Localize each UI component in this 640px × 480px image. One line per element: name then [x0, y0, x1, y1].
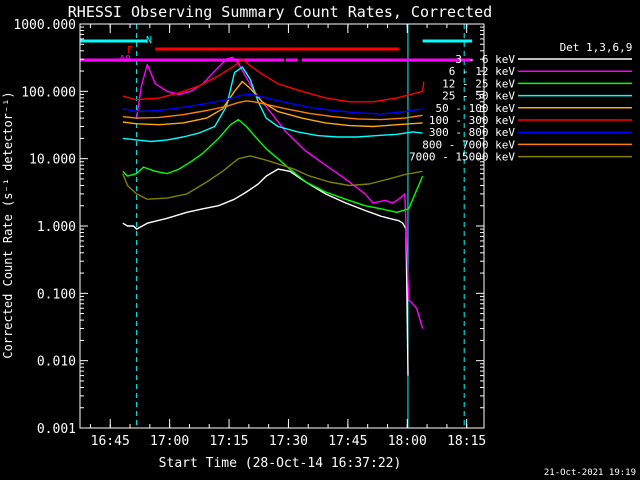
- x-tick-label-4: 17:45: [328, 434, 367, 449]
- legend-label-8: 7000 - 15000 keV: [409, 151, 515, 164]
- y-tick-label-1: 100.000: [21, 85, 76, 100]
- legend-label-4: 50 - 100 keV: [436, 102, 516, 115]
- legend-label-5: 100 - 300 keV: [429, 114, 515, 127]
- y-tick-label-5: 0.010: [37, 355, 76, 370]
- series-line-6: [122, 93, 423, 115]
- y-axis-label: Corrected Count Rate (s⁻¹ detector⁻¹): [1, 91, 15, 358]
- y-tick-label-0: 1000.000: [13, 18, 76, 33]
- legend-title: Det 1,3,6,9: [560, 41, 633, 54]
- flag-label-n: N: [146, 35, 152, 46]
- y-tick-label-2: 10.000: [29, 153, 76, 168]
- y-tick-label-4: 0.100: [37, 287, 76, 302]
- legend-label-1: 6 - 12 keV: [449, 65, 516, 78]
- series-line-5: [122, 58, 425, 103]
- series-line-3: [122, 66, 423, 143]
- flag-label-a0: A0: [119, 54, 131, 65]
- y-tick-label-6: 0.001: [37, 422, 76, 437]
- chart-title: RHESSI Observing Summary Count Rates, Co…: [68, 3, 492, 21]
- x-axis-label: Start Time (28-Oct-14 16:37:22): [159, 456, 402, 471]
- x-axis-ticks: 16:45 17:00 17:15 17:30 17:45 18:00 18:15: [89, 24, 486, 449]
- legend-label-0: 3 - 6 keV: [455, 53, 515, 66]
- x-tick-label-3: 17:30: [269, 434, 308, 449]
- footer-date: 21-Oct-2021 19:19: [544, 468, 636, 478]
- x-tick-label-1: 17:00: [150, 434, 189, 449]
- series-line-7: [122, 100, 423, 121]
- series-line-8: [122, 155, 423, 200]
- legend-label-3: 25 - 50 keV: [442, 90, 515, 103]
- x-tick-label-5: 18:00: [388, 434, 427, 449]
- legend-label-2: 12 - 25 keV: [442, 77, 515, 90]
- flag-label-f: F: [127, 45, 133, 56]
- series-line-0: [122, 168, 409, 376]
- series-line-2: [122, 118, 424, 214]
- plot-area: [79, 23, 485, 429]
- x-tick-label-6: 18:15: [447, 434, 486, 449]
- y-tick-label-3: 1.000: [37, 220, 76, 235]
- x-tick-label-0: 16:45: [91, 434, 130, 449]
- legend-label-7: 800 - 7000 keV: [422, 138, 515, 151]
- legend-label-6: 300 - 800 keV: [429, 126, 515, 139]
- y-axis-ticks: 1000.000 100.000 10.000 1.000 0.100 0.010 0.00…: [13, 18, 484, 437]
- series-line-4: [122, 80, 423, 128]
- x-tick-label-2: 17:15: [209, 434, 248, 449]
